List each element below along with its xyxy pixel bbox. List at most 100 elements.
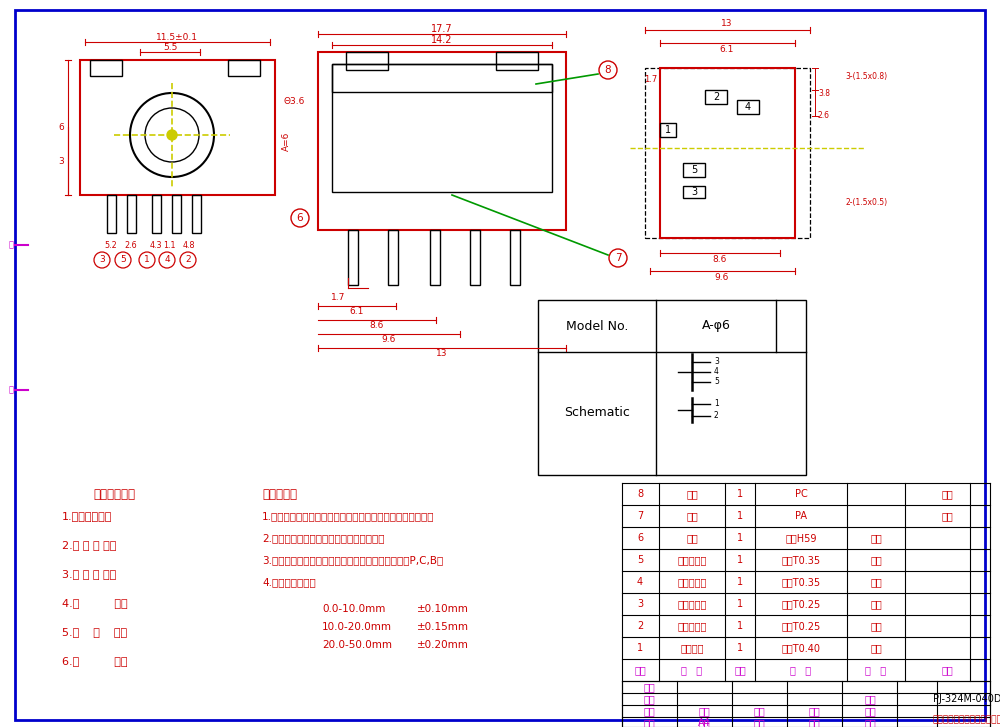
Text: 黑色: 黑色 (941, 511, 953, 521)
Text: A-φ6: A-φ6 (702, 319, 730, 332)
Text: 1: 1 (737, 643, 743, 653)
Text: 工艺: 工艺 (643, 706, 655, 716)
Text: 黄铜T0.35: 黄铜T0.35 (781, 555, 821, 565)
Text: 1: 1 (737, 555, 743, 565)
Bar (683, 163, 705, 177)
Text: 1.塑胶基座不允许明显飞边；缩水；损裂；颜色差异等不良。: 1.塑胶基座不允许明显飞边；缩水；损裂；颜色差异等不良。 (262, 511, 434, 521)
Text: 页码: 页码 (864, 718, 876, 727)
Text: 3: 3 (99, 255, 105, 265)
Bar (538, 300, 806, 475)
Bar (332, 64, 552, 92)
Bar (192, 195, 201, 233)
Text: 号: 号 (8, 385, 14, 395)
Text: 备注: 备注 (941, 665, 953, 675)
Text: 镀   涂: 镀 涂 (865, 665, 887, 675)
Text: 1: 1 (637, 643, 643, 653)
Text: 材料: 材料 (808, 706, 820, 716)
Text: 镀锡: 镀锡 (870, 643, 882, 653)
Bar (388, 230, 398, 285)
Text: 3-(1.5x0.8): 3-(1.5x0.8) (845, 71, 887, 81)
Text: 5.插    拔    力：: 5.插 拔 力： (62, 627, 127, 637)
Bar (705, 90, 727, 104)
Text: 名   称: 名 称 (681, 665, 703, 675)
Text: 公差: 公差 (753, 706, 765, 716)
Text: 镀锡: 镀锡 (870, 621, 882, 631)
Text: 6: 6 (297, 213, 303, 223)
Bar (228, 60, 260, 76)
Text: 4.3: 4.3 (150, 241, 162, 249)
Text: 3.五金针脚位无明显毛刺，松动。要求不得阻礶安装P,C,B。: 3.五金针脚位无明显毛刺，松动。要求不得阻礶安装P,C,B。 (262, 555, 443, 565)
Text: 6.1: 6.1 (720, 46, 734, 55)
Text: 5: 5 (637, 555, 643, 565)
Text: 单位: 单位 (753, 718, 765, 727)
Text: 数量: 数量 (734, 665, 746, 675)
Text: 审核: 审核 (643, 694, 655, 704)
Text: 1.颗定电负荷：: 1.颗定电负荷： (62, 511, 112, 521)
Text: 13: 13 (436, 350, 448, 358)
Text: 5.2: 5.2 (105, 241, 117, 249)
Text: 1.7: 1.7 (644, 76, 658, 84)
Text: 3: 3 (58, 156, 64, 166)
Text: 17.7: 17.7 (431, 24, 453, 34)
Text: 3.绵 绳 电 阻：: 3.绵 绳 电 阻： (62, 569, 116, 579)
Text: A4: A4 (698, 718, 710, 727)
Text: 1: 1 (737, 533, 743, 543)
Text: 6.寿          命：: 6.寿 命： (62, 656, 128, 666)
Text: 左开关静片: 左开关静片 (677, 577, 707, 587)
Text: 透明: 透明 (941, 489, 953, 499)
Text: 4.耐          压：: 4.耐 压： (62, 598, 128, 608)
Text: 左声道弹片: 左声道弹片 (677, 621, 707, 631)
Bar (510, 230, 520, 285)
Text: 4: 4 (637, 577, 643, 587)
Text: ±0.10mm: ±0.10mm (417, 604, 469, 614)
Bar (127, 195, 136, 233)
Text: PC: PC (795, 489, 807, 499)
Text: PJ-324M-040D: PJ-324M-040D (933, 694, 1000, 704)
Text: 0.0-10.0mm: 0.0-10.0mm (322, 604, 385, 614)
Text: 3: 3 (637, 599, 643, 609)
Text: 8: 8 (605, 65, 611, 75)
Text: 产品要求：: 产品要求： (262, 488, 297, 500)
Bar (622, 681, 990, 727)
Text: 领套: 领套 (686, 533, 698, 543)
Text: 1: 1 (737, 511, 743, 521)
Bar (332, 64, 552, 192)
Text: 8.6: 8.6 (713, 255, 727, 265)
Text: 4.未注线性公差：: 4.未注线性公差： (262, 577, 316, 587)
Text: 3: 3 (691, 187, 697, 197)
Text: 序号: 序号 (634, 665, 646, 675)
Text: 镀锡: 镀锡 (870, 533, 882, 543)
Text: 5.5: 5.5 (163, 42, 177, 52)
Text: 图幅: 图幅 (698, 718, 710, 727)
Bar (318, 52, 566, 230)
Text: 镀锡: 镀锡 (870, 555, 882, 565)
Text: 8.6: 8.6 (370, 321, 384, 331)
Text: 主要技术性能: 主要技术性能 (93, 488, 135, 500)
Bar (645, 68, 810, 238)
Text: 黄铜T0.25: 黄铜T0.25 (781, 599, 821, 609)
Bar (737, 100, 759, 114)
Text: 1: 1 (144, 255, 150, 265)
Text: 黄铜T0.25: 黄铜T0.25 (781, 621, 821, 631)
Text: 盖子: 盖子 (686, 489, 698, 499)
Text: 4: 4 (714, 368, 719, 377)
Bar (107, 195, 116, 233)
Text: 1.1: 1.1 (163, 241, 175, 249)
Text: 批准: 批准 (643, 718, 655, 727)
Text: 13: 13 (721, 20, 733, 28)
Text: 1: 1 (737, 489, 743, 499)
Text: 材   料: 材 料 (790, 665, 812, 675)
Text: 6: 6 (58, 123, 64, 132)
Bar (496, 52, 538, 70)
Text: 黄铜T0.35: 黄铜T0.35 (781, 577, 821, 587)
Bar (346, 52, 388, 70)
Text: 3.8: 3.8 (818, 89, 830, 98)
Bar (152, 195, 161, 233)
Text: 1: 1 (737, 577, 743, 587)
Text: 5: 5 (691, 165, 697, 175)
Text: 编号: 编号 (864, 694, 876, 704)
Text: 8: 8 (637, 489, 643, 499)
Bar (470, 230, 480, 285)
Text: 名称: 名称 (864, 706, 876, 716)
Text: PA: PA (795, 511, 807, 521)
